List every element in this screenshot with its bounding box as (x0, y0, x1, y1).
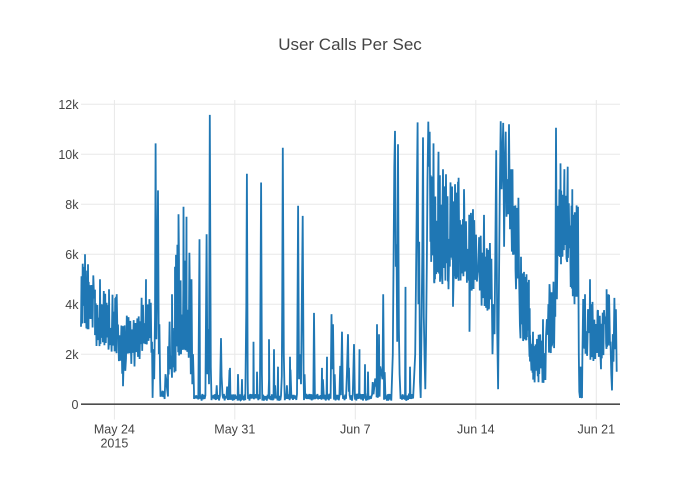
svg-text:6k: 6k (65, 248, 79, 262)
svg-text:Jun 21: Jun 21 (578, 422, 616, 436)
svg-text:2k: 2k (65, 348, 79, 362)
svg-text:10k: 10k (58, 148, 79, 162)
svg-text:May 24: May 24 (94, 422, 135, 436)
svg-text:0: 0 (72, 398, 79, 412)
svg-text:User Calls Per Sec: User Calls Per Sec (278, 35, 422, 54)
svg-text:2015: 2015 (100, 437, 128, 451)
svg-text:May 31: May 31 (214, 422, 255, 436)
svg-text:Jun 7: Jun 7 (340, 422, 371, 436)
svg-text:4k: 4k (65, 298, 79, 312)
svg-text:12k: 12k (58, 98, 79, 112)
svg-text:8k: 8k (65, 198, 79, 212)
svg-text:Jun 14: Jun 14 (457, 422, 495, 436)
